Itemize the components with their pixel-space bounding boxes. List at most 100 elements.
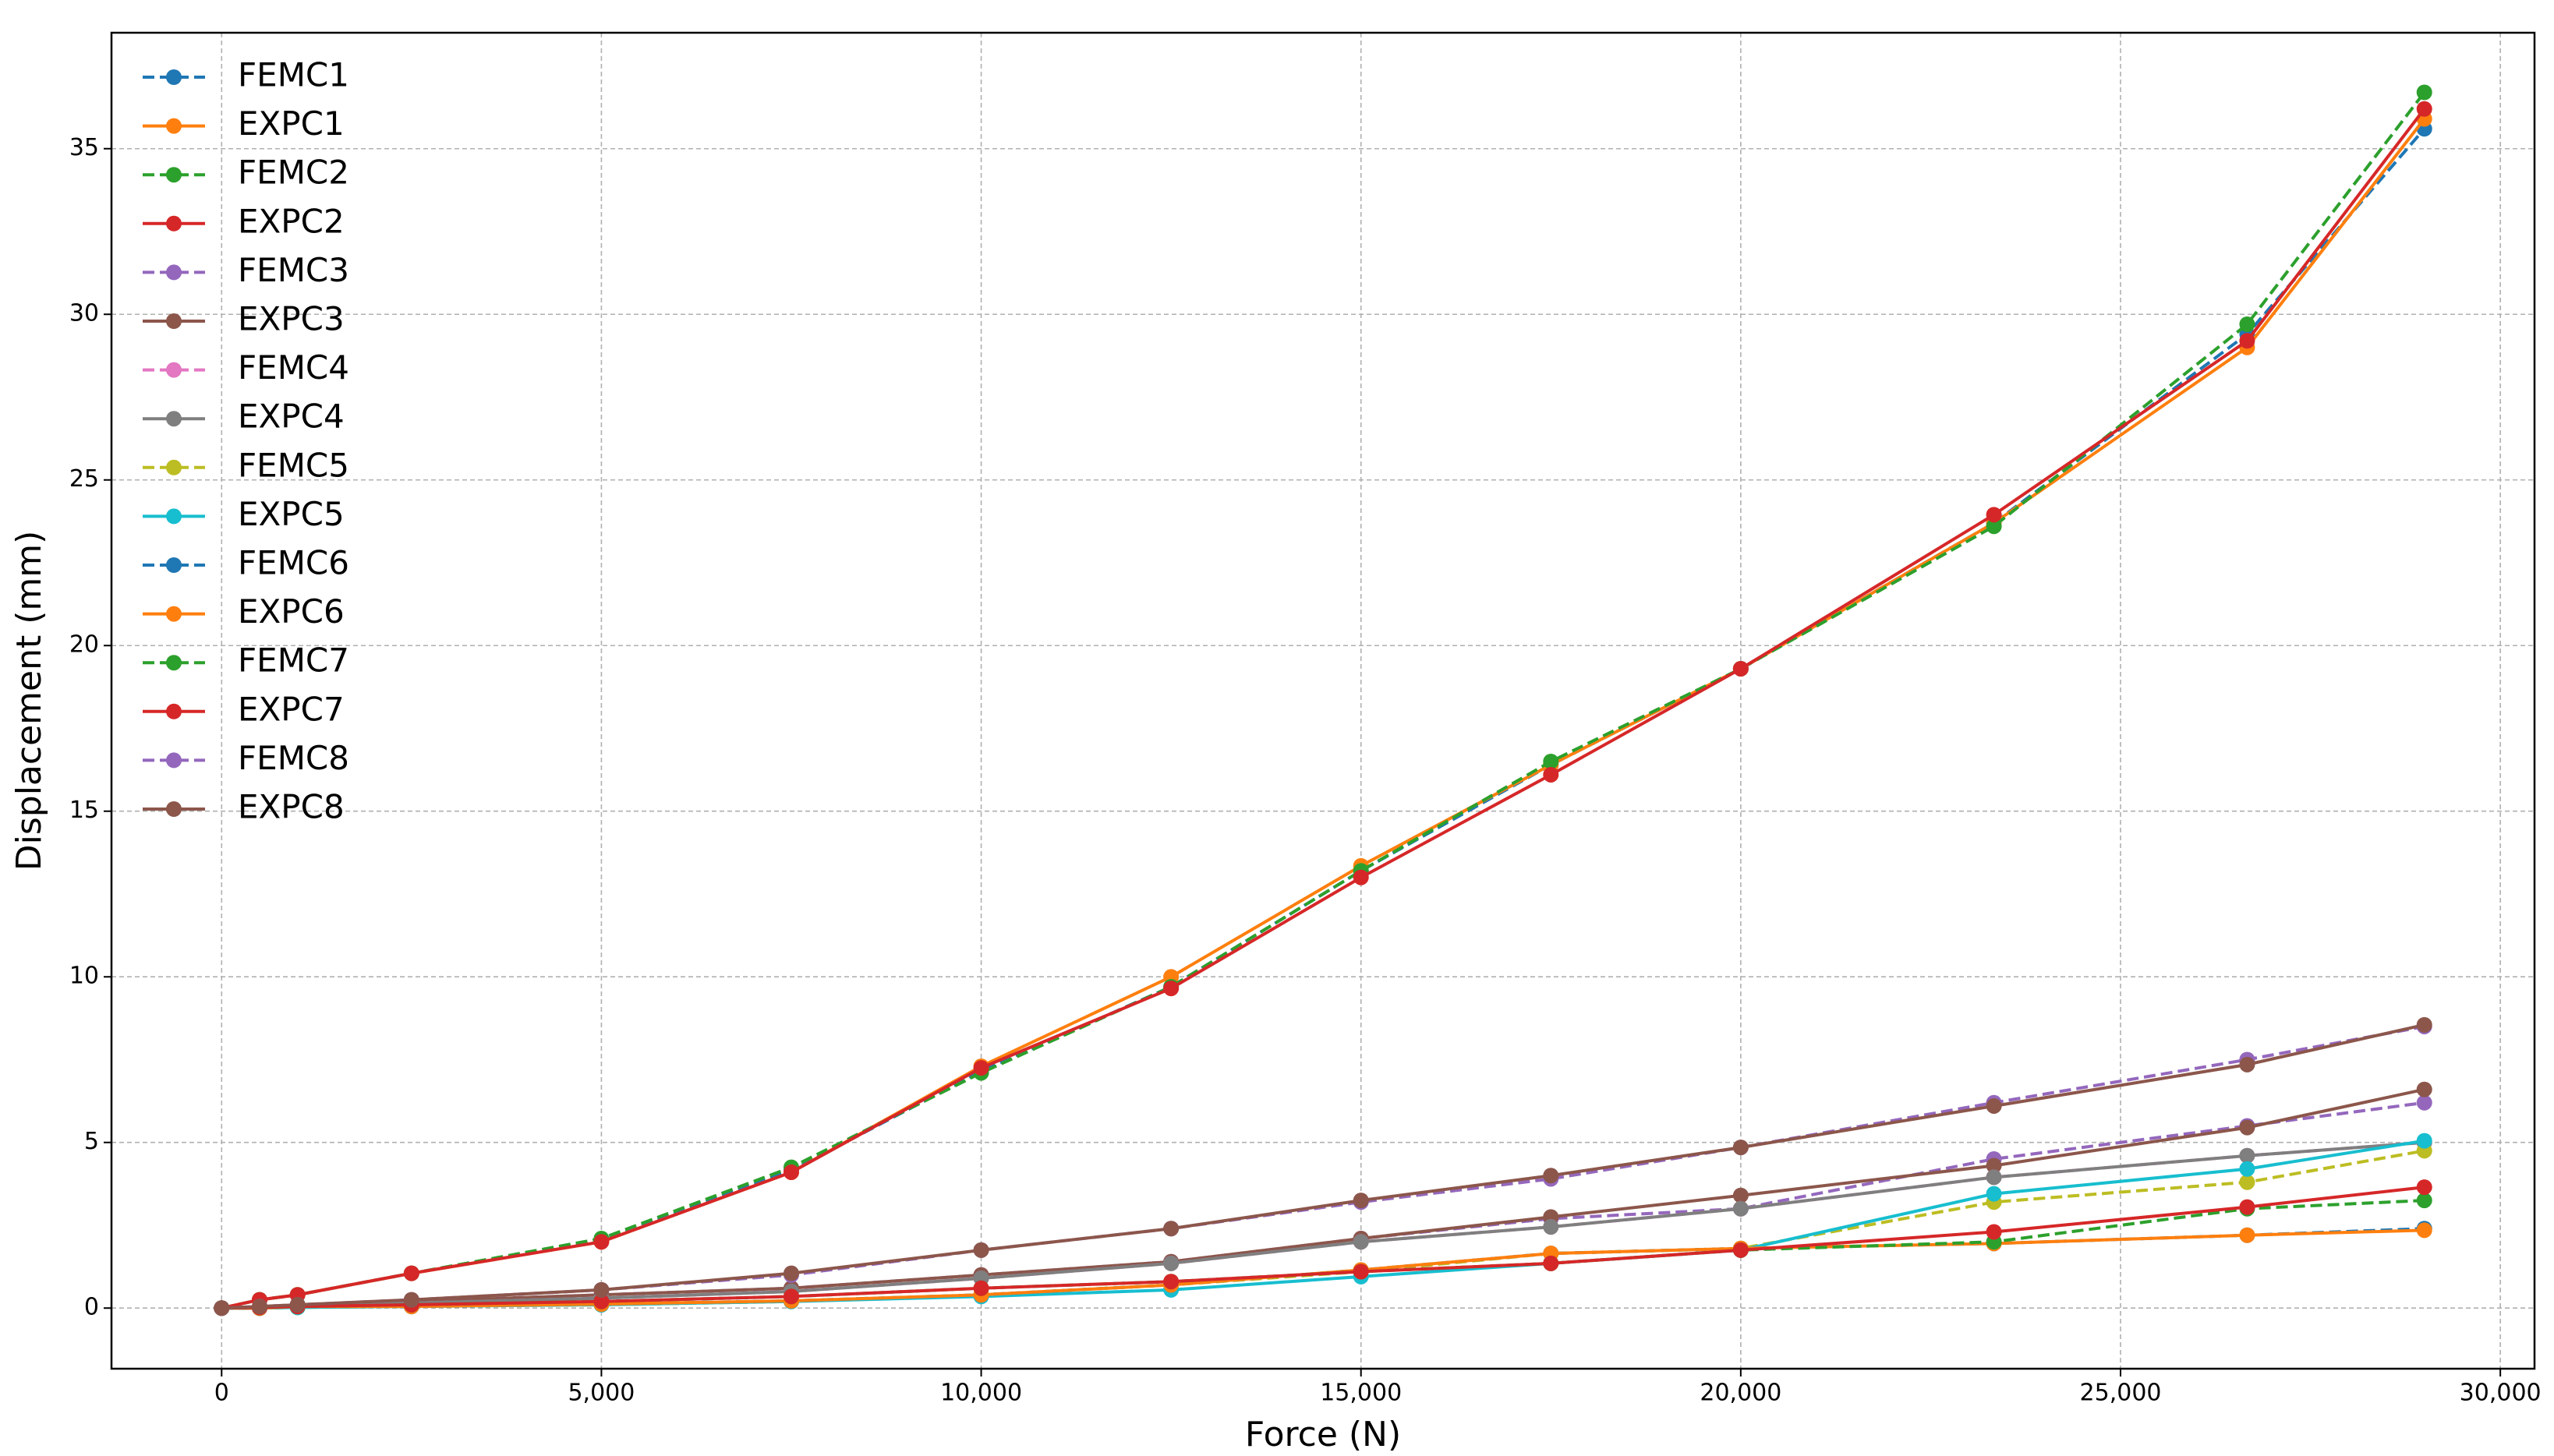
legend-label: EXPC1 — [238, 104, 345, 143]
legend-marker — [166, 118, 182, 134]
line — [221, 108, 2426, 1310]
legend-label: FEMC2 — [238, 154, 349, 192]
marker — [2239, 1227, 2255, 1243]
marker — [1163, 1274, 1180, 1290]
marker — [2239, 1147, 2255, 1164]
marker — [593, 1234, 610, 1250]
marker — [2416, 1133, 2432, 1149]
marker — [2239, 1174, 2255, 1190]
legend-marker — [166, 752, 182, 769]
marker — [593, 1281, 610, 1298]
marker — [2239, 1056, 2255, 1073]
marker — [973, 1060, 989, 1076]
marker — [783, 1265, 799, 1281]
y-tick-label: 35 — [69, 134, 99, 161]
marker — [403, 1292, 419, 1308]
legend-marker — [166, 508, 182, 525]
marker — [1986, 1224, 2002, 1240]
marker — [1986, 1186, 2002, 1202]
marker — [783, 1288, 799, 1305]
marker — [1543, 753, 1559, 769]
marker — [1353, 1234, 1369, 1250]
marker — [1986, 1157, 2002, 1174]
legend-marker — [166, 264, 182, 281]
marker — [2416, 84, 2432, 101]
legend-marker — [166, 606, 182, 622]
y-tick-label: 25 — [69, 465, 99, 493]
marker — [1543, 1219, 1559, 1235]
legend-marker — [166, 313, 182, 329]
marker — [1543, 766, 1559, 783]
marker — [593, 1293, 610, 1309]
series — [214, 1134, 2432, 1316]
marker — [1353, 869, 1369, 885]
marker — [2416, 1222, 2432, 1239]
legend-label: EXPC6 — [238, 592, 345, 631]
line — [221, 91, 2426, 1310]
legend-marker — [166, 557, 182, 573]
marker — [289, 1296, 306, 1313]
legend-label: FEMC6 — [238, 544, 349, 582]
marker — [1163, 981, 1180, 997]
series — [214, 1133, 2432, 1316]
series — [214, 121, 2432, 1316]
series — [214, 84, 2432, 1316]
marker — [1732, 660, 1749, 677]
series — [214, 101, 2432, 1316]
legend-label: FEMC5 — [238, 446, 349, 484]
marker — [1986, 1097, 2002, 1114]
x-tick-label: 30,000 — [2460, 1380, 2542, 1407]
line — [221, 1186, 2425, 1310]
legend-label: EXPC8 — [238, 788, 345, 826]
x-tick-label: 15,000 — [1320, 1380, 1402, 1407]
marker — [403, 1265, 419, 1281]
marker — [1732, 1187, 1749, 1203]
legend-marker — [166, 655, 182, 671]
marker — [2239, 1119, 2255, 1136]
x-axis-label: Force (N) — [1245, 1415, 1401, 1454]
series — [214, 1016, 2432, 1316]
marker — [2239, 333, 2255, 349]
marker — [1353, 1263, 1369, 1280]
series — [214, 111, 2432, 1316]
marker — [1163, 1221, 1180, 1237]
x-tick-label: 25,000 — [2080, 1380, 2162, 1407]
marker — [2416, 1016, 2432, 1033]
marker — [2239, 316, 2255, 332]
plot-frame — [110, 31, 2536, 1370]
legend-marker — [166, 167, 182, 183]
marker — [1986, 518, 2002, 535]
legend-label: EXPC2 — [238, 202, 345, 240]
legend-marker — [166, 215, 182, 231]
marker — [2239, 1199, 2255, 1215]
y-tick-label: 0 — [84, 1294, 99, 1321]
marker — [1353, 1193, 1369, 1209]
marker — [2239, 1161, 2255, 1177]
marker — [973, 1280, 989, 1296]
legend-label: EXPC5 — [238, 495, 345, 533]
marker — [1163, 1255, 1180, 1271]
marker — [973, 1242, 989, 1258]
marker — [2416, 101, 2432, 117]
marker — [1732, 1200, 1749, 1217]
marker — [1543, 1168, 1559, 1184]
x-tick-label: 20,000 — [1700, 1380, 1781, 1407]
legend-label: FEMC4 — [238, 348, 349, 387]
legend-label: FEMC8 — [238, 739, 349, 777]
marker — [214, 1300, 230, 1316]
y-tick-label: 10 — [69, 963, 99, 990]
legend-label: FEMC7 — [238, 641, 349, 680]
line — [221, 118, 2426, 1310]
legend-marker — [166, 703, 182, 719]
marker — [1732, 1140, 1749, 1156]
series — [214, 1134, 2432, 1316]
marker — [1986, 1169, 2002, 1186]
marker — [783, 1164, 799, 1180]
marker — [2416, 1081, 2432, 1097]
y-tick-label: 15 — [69, 797, 99, 824]
legend-label: FEMC3 — [238, 251, 349, 289]
y-tick-label: 30 — [69, 300, 99, 327]
marker — [2416, 1179, 2432, 1196]
